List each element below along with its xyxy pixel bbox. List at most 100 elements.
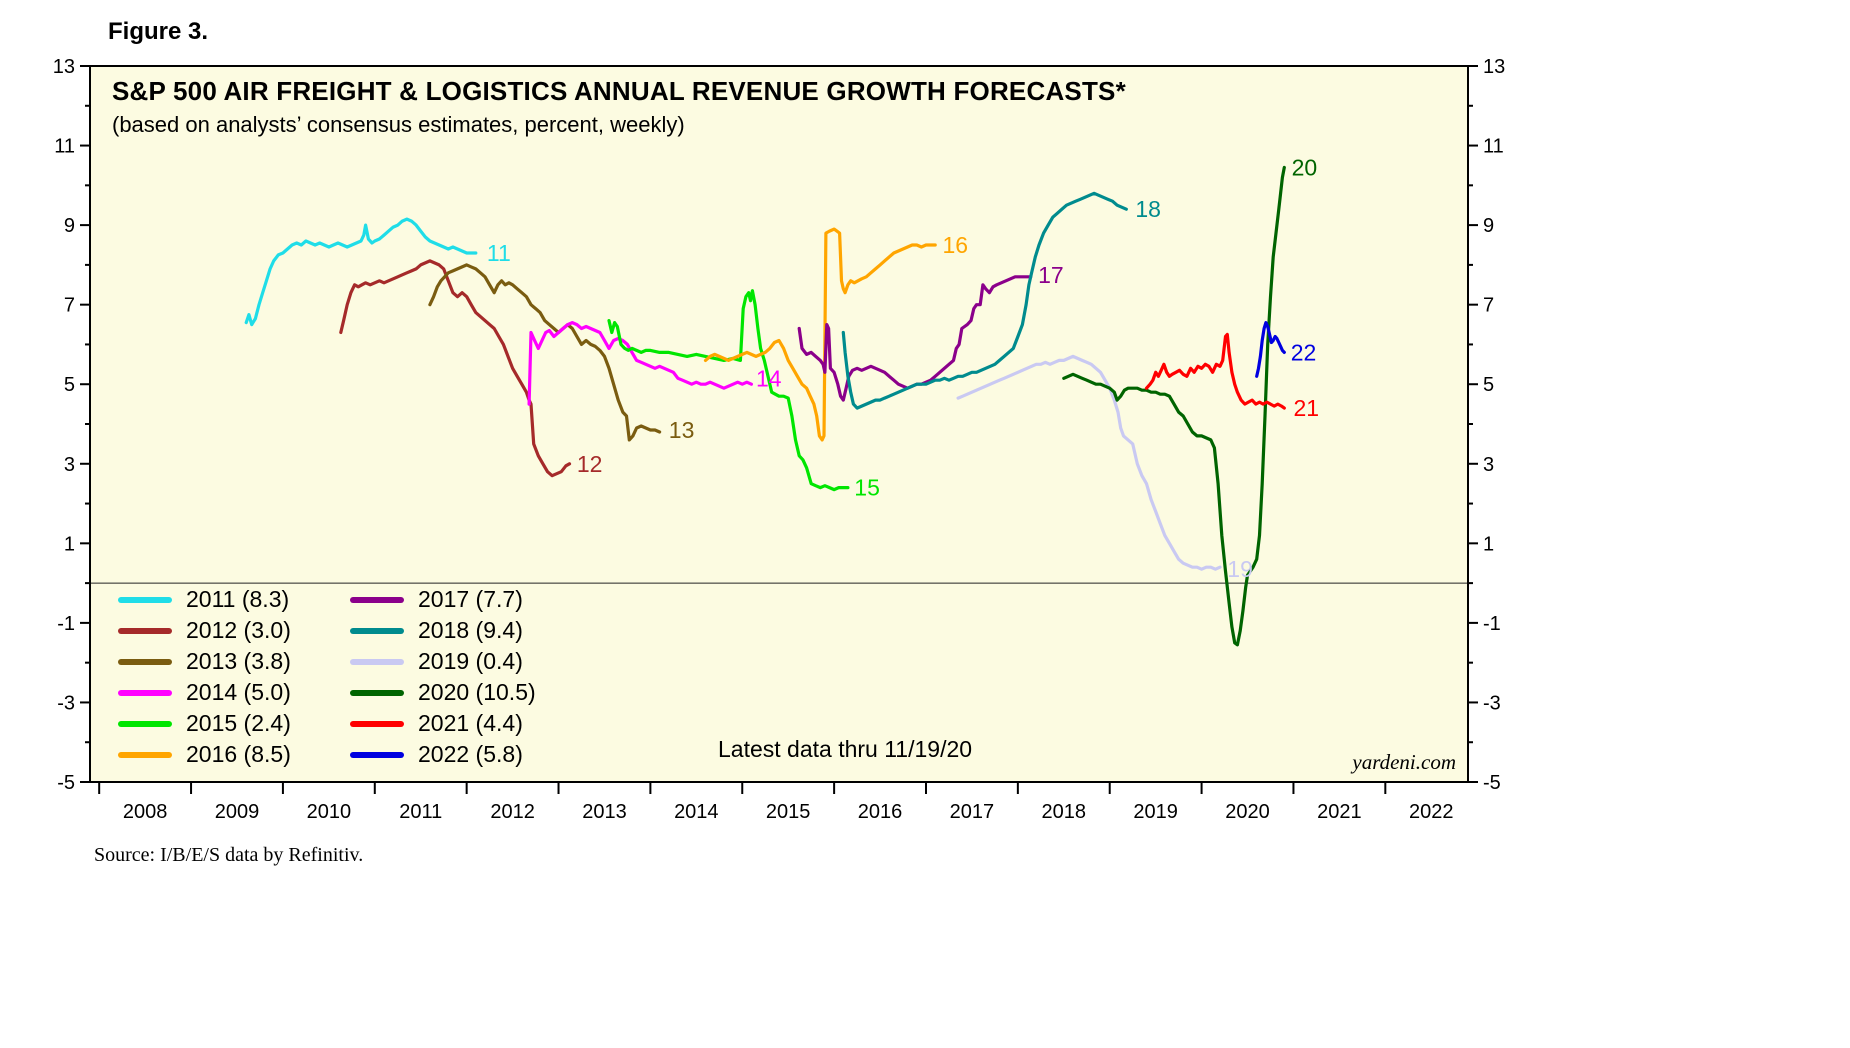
legend-swatch-2011 [118, 596, 172, 603]
legend-swatch-2015 [118, 720, 172, 727]
legend-item-2021: 2021 (4.4) [350, 712, 582, 735]
series-end-label-2012: 12 [577, 451, 603, 477]
x-year-label: 2011 [399, 801, 442, 823]
legend-label-2014: 2014 (5.0) [186, 679, 291, 705]
y-tick-label-right: -1 [1483, 613, 1501, 635]
series-end-label-2013: 13 [669, 417, 695, 443]
legend-swatch-2013 [118, 658, 172, 665]
series-end-label-2011: 11 [487, 240, 511, 266]
series-line-2013 [428, 263, 662, 442]
legend-swatch-2012 [118, 627, 172, 634]
series-end-label-2016: 16 [943, 232, 969, 258]
y-tick-label-left: 3 [64, 454, 75, 476]
legend-item-2017: 2017 (7.7) [350, 588, 582, 611]
latest-data-note: Latest data thru 11/19/20 [718, 736, 973, 762]
y-tick-label-right: 3 [1483, 454, 1494, 476]
y-tick-label-right: 11 [1483, 136, 1504, 158]
legend-swatch-2022 [350, 751, 404, 758]
legend-swatch-2021 [350, 720, 404, 727]
legend-item-2013: 2013 (3.8) [118, 650, 350, 673]
y-tick-label-left: -5 [57, 772, 75, 794]
series-end-label-2018: 18 [1135, 196, 1161, 222]
y-tick-label-right: 13 [1483, 56, 1505, 78]
x-year-label: 2012 [490, 801, 535, 823]
y-tick-label-right: -3 [1483, 692, 1501, 714]
y-tick-label-left: 13 [53, 56, 75, 78]
y-tick-label-right: 5 [1483, 374, 1494, 396]
y-tick-label-right: 9 [1483, 215, 1494, 237]
x-year-label: 2021 [1317, 801, 1362, 823]
legend-swatch-2019 [350, 658, 404, 665]
series-line-2018 [841, 191, 1128, 410]
series-end-label-2020: 20 [1292, 154, 1318, 180]
y-tick-label-left: 7 [64, 295, 75, 317]
x-year-label: 2013 [582, 801, 627, 823]
legend-swatch-2016 [118, 751, 172, 758]
x-year-label: 2014 [674, 801, 719, 823]
chart-subtitle: (based on analysts’ consensus estimates,… [112, 112, 685, 137]
legend-swatch-2018 [350, 627, 404, 634]
chart-title: S&P 500 AIR FREIGHT & LOGISTICS ANNUAL R… [112, 76, 1126, 106]
legend-item-2015: 2015 (2.4) [118, 712, 350, 735]
series-end-label-2019: 19 [1227, 556, 1253, 582]
series-line-2012 [339, 259, 572, 478]
series-end-label-2022: 22 [1291, 339, 1317, 365]
x-year-label: 2020 [1225, 801, 1270, 823]
legend-swatch-2020 [350, 689, 404, 696]
legend-label-2016: 2016 (8.5) [186, 741, 291, 767]
legend-label-2012: 2012 (3.0) [186, 617, 291, 643]
legend-label-2011: 2011 (8.3) [186, 586, 290, 612]
series-end-label-2015: 15 [854, 475, 880, 501]
y-tick-label-right: 7 [1483, 295, 1494, 317]
series-line-2021 [1144, 332, 1286, 410]
legend-label-2017: 2017 (7.7) [418, 586, 523, 612]
x-year-label: 2010 [307, 801, 352, 823]
series-end-label-2014: 14 [756, 365, 782, 391]
legend-item-2016: 2016 (8.5) [118, 743, 350, 766]
series-line-2015 [607, 289, 850, 492]
series-line-2020 [1062, 165, 1286, 647]
series-line-2019 [956, 354, 1222, 571]
legend-label-2021: 2021 (4.4) [418, 710, 523, 736]
legend-item-2012: 2012 (3.0) [118, 619, 350, 642]
plot-area [90, 66, 1468, 782]
x-year-label: 2016 [858, 801, 903, 823]
y-tick-label-left: -1 [57, 613, 75, 635]
legend-item-2011: 2011 (8.3) [118, 588, 350, 611]
legend-swatch-2017 [350, 596, 404, 603]
x-year-label: 2008 [123, 801, 168, 823]
y-tick-label-left: 1 [64, 533, 75, 555]
legend-label-2022: 2022 (5.8) [418, 741, 523, 767]
x-year-label: 2017 [950, 801, 995, 823]
chart-legend: 2011 (8.3) 2012 (3.0) 2013 (3.8) 2014 (5.0)… [118, 584, 582, 770]
source-note: Source: I/B/E/S data by Refinitiv. [94, 844, 364, 866]
series-line-2022 [1255, 321, 1286, 378]
series-end-label-2017: 17 [1038, 262, 1064, 288]
x-year-label: 2019 [1133, 801, 1178, 823]
x-year-label: 2018 [1042, 801, 1087, 823]
series-line-2011 [244, 217, 478, 327]
legend-item-2018: 2018 (9.4) [350, 619, 582, 642]
y-tick-label-left: 11 [54, 136, 75, 158]
legend-label-2020: 2020 (10.5) [418, 679, 536, 705]
y-tick-label-left: 9 [64, 215, 75, 237]
x-year-label: 2009 [215, 801, 260, 823]
y-tick-label-left: -3 [57, 692, 75, 714]
y-tick-label-left: 5 [64, 374, 75, 396]
legend-label-2019: 2019 (0.4) [418, 648, 523, 674]
legend-item-2022: 2022 (5.8) [350, 743, 582, 766]
y-tick-label-right: -5 [1483, 772, 1501, 794]
figure-label: Figure 3. [108, 18, 209, 45]
series-end-label-2021: 21 [1294, 395, 1320, 421]
series-line-2014 [527, 321, 754, 406]
legend-label-2013: 2013 (3.8) [186, 648, 291, 674]
watermark: yardeni.com [1352, 750, 1456, 774]
legend-item-2019: 2019 (0.4) [350, 650, 582, 673]
x-year-label: 2022 [1409, 801, 1454, 823]
legend-item-2020: 2020 (10.5) [350, 681, 582, 704]
legend-swatch-2014 [118, 689, 172, 696]
legend-item-2014: 2014 (5.0) [118, 681, 350, 704]
y-tick-label-right: 1 [1483, 533, 1494, 555]
